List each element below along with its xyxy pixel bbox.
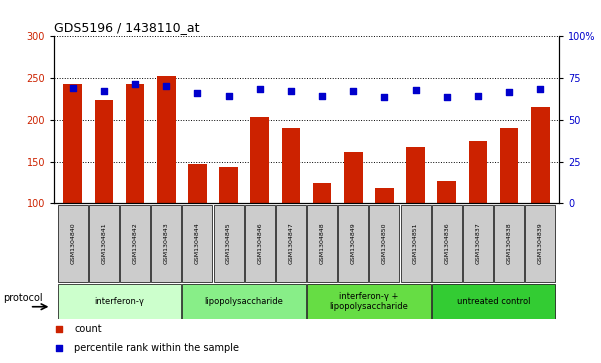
FancyBboxPatch shape (276, 205, 306, 282)
Text: GSM1304838: GSM1304838 (507, 223, 511, 264)
Bar (188, 164, 207, 287)
Bar (282, 128, 300, 287)
FancyBboxPatch shape (307, 284, 430, 319)
Point (193, 90, 203, 96)
Point (317, 93, 327, 98)
Text: interferon-γ +
lipopolysaccharide: interferon-γ + lipopolysaccharide (329, 291, 408, 311)
Bar (64, 84, 82, 287)
Bar (499, 128, 519, 287)
FancyBboxPatch shape (494, 205, 524, 282)
Text: GSM1304845: GSM1304845 (226, 223, 231, 264)
Bar (469, 140, 487, 287)
Point (54, 326, 64, 331)
Text: GDS5196 / 1438110_at: GDS5196 / 1438110_at (54, 21, 200, 34)
FancyBboxPatch shape (120, 205, 150, 282)
Point (442, 94, 451, 100)
Text: GSM1304850: GSM1304850 (382, 223, 387, 264)
Text: GSM1304843: GSM1304843 (164, 222, 169, 264)
Text: GSM1304837: GSM1304837 (475, 222, 480, 264)
Text: GSM1304849: GSM1304849 (351, 222, 356, 264)
Bar (313, 183, 331, 287)
FancyBboxPatch shape (89, 205, 119, 282)
Text: GSM1304846: GSM1304846 (257, 223, 262, 264)
Point (504, 89, 514, 95)
Point (349, 89, 358, 94)
FancyBboxPatch shape (338, 205, 368, 282)
FancyBboxPatch shape (463, 205, 493, 282)
FancyBboxPatch shape (58, 284, 182, 319)
Point (99, 87, 109, 93)
Text: GSM1304842: GSM1304842 (133, 222, 138, 264)
Point (68, 85, 78, 91)
Text: GSM1304844: GSM1304844 (195, 222, 200, 264)
Point (380, 94, 389, 100)
FancyBboxPatch shape (432, 284, 555, 319)
Point (130, 81, 140, 87)
Text: percentile rank within the sample: percentile rank within the sample (75, 343, 239, 354)
Bar (251, 117, 269, 287)
Text: count: count (75, 323, 102, 334)
Bar (531, 107, 549, 287)
Point (535, 86, 545, 92)
Point (286, 89, 296, 94)
FancyBboxPatch shape (307, 205, 337, 282)
Bar (94, 100, 114, 287)
Bar (375, 188, 394, 287)
Bar (406, 147, 425, 287)
Text: protocol: protocol (3, 293, 43, 303)
Bar (157, 76, 175, 287)
FancyBboxPatch shape (183, 284, 306, 319)
FancyBboxPatch shape (370, 205, 400, 282)
Text: GSM1304851: GSM1304851 (413, 223, 418, 264)
Text: GSM1304836: GSM1304836 (444, 223, 449, 264)
Bar (219, 167, 238, 287)
FancyBboxPatch shape (401, 205, 430, 282)
Text: untreated control: untreated control (457, 297, 530, 306)
Bar (438, 181, 456, 287)
Point (162, 83, 171, 89)
Point (224, 93, 233, 98)
Text: GSM1304840: GSM1304840 (70, 223, 75, 264)
FancyBboxPatch shape (58, 205, 88, 282)
FancyBboxPatch shape (213, 205, 243, 282)
FancyBboxPatch shape (525, 205, 555, 282)
Text: GSM1304847: GSM1304847 (288, 222, 293, 264)
Text: GSM1304848: GSM1304848 (320, 223, 325, 264)
FancyBboxPatch shape (432, 205, 462, 282)
Point (410, 87, 420, 93)
Bar (126, 84, 144, 287)
FancyBboxPatch shape (183, 205, 212, 282)
Bar (344, 152, 362, 287)
Text: lipopolysaccharide: lipopolysaccharide (205, 297, 284, 306)
Point (54, 346, 64, 351)
Text: interferon-γ: interferon-γ (94, 297, 144, 306)
Point (255, 86, 264, 92)
Text: GSM1304839: GSM1304839 (538, 222, 543, 264)
FancyBboxPatch shape (151, 205, 182, 282)
FancyBboxPatch shape (245, 205, 275, 282)
Point (473, 93, 483, 98)
Text: GSM1304841: GSM1304841 (102, 223, 106, 264)
